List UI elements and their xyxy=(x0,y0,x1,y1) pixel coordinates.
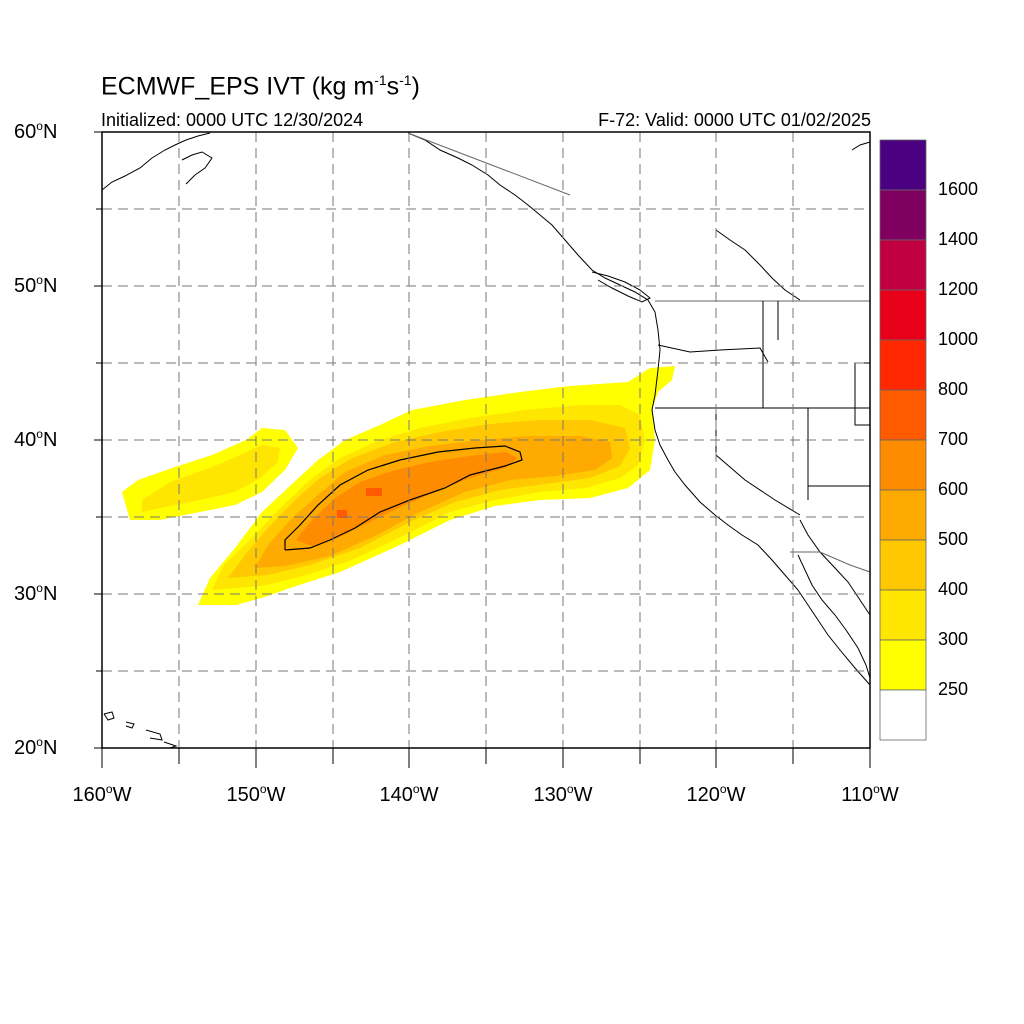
lat-label-50: 50oN xyxy=(14,273,58,297)
valid-time: F-72: Valid: 0000 UTC 01/02/2025 xyxy=(598,110,871,130)
gridlines xyxy=(102,132,870,748)
lat-label-30: 30oN xyxy=(14,581,58,605)
alaska-coast xyxy=(101,132,211,191)
colorbar-label: 700 xyxy=(938,429,969,449)
gulf-california xyxy=(799,519,871,616)
colorbar-label: 250 xyxy=(938,679,969,699)
ivt-contour xyxy=(284,445,523,551)
colorbar-swatch xyxy=(879,539,927,591)
lon-label-150w: 150oW xyxy=(226,782,286,806)
colorbar-label: 600 xyxy=(938,479,969,499)
colorbar xyxy=(879,139,927,741)
colorbar-swatch xyxy=(879,389,927,441)
hawaii-islands-2 xyxy=(125,721,135,729)
inland-outline xyxy=(715,229,801,301)
colorbar-label: 1000 xyxy=(938,329,979,349)
colorbar-swatch xyxy=(879,489,927,541)
title-exp1: -1 xyxy=(374,72,387,88)
arizona-mexico xyxy=(790,551,871,573)
alaska-islands xyxy=(181,151,213,185)
colorbar-swatch xyxy=(879,689,927,741)
chart-title: ECMWF_EPS IVT (kg m-1s-1) xyxy=(101,72,420,101)
colorbar-swatch xyxy=(879,289,927,341)
colorbar-label: 1400 xyxy=(938,229,979,249)
colorbar-label: 300 xyxy=(938,629,969,649)
wyoming-box xyxy=(854,362,871,426)
ivt-500-main xyxy=(255,436,612,568)
initialized-time: Initialized: 0000 UTC 12/30/2024 xyxy=(101,110,364,130)
colorbar-swatch xyxy=(879,589,927,641)
colorbar-swatch xyxy=(879,339,927,391)
hawaii-islands xyxy=(103,711,115,721)
lat-label-20: 20oN xyxy=(14,735,58,759)
lon-label-130w: 130oW xyxy=(533,782,593,806)
colorbar-swatch xyxy=(879,639,927,691)
lon-label-110w: 110oW xyxy=(841,782,899,806)
title-main: ECMWF_EPS IVT (kg m xyxy=(101,72,375,101)
california-nevada xyxy=(715,408,801,516)
title-exp2: -1 xyxy=(399,72,412,88)
colorbar-swatch xyxy=(879,239,927,291)
ivt-300-west xyxy=(142,445,280,512)
lon-label-140w: 140oW xyxy=(379,782,439,806)
washington-oregon xyxy=(657,344,769,363)
coastlines xyxy=(101,132,871,749)
tick-marks xyxy=(94,131,871,768)
border-alaska-bc xyxy=(407,132,571,196)
colorbar-label: 1600 xyxy=(938,179,979,199)
colorbar-label: 500 xyxy=(938,529,969,549)
nw-coast-top xyxy=(851,141,871,151)
ivt-shading xyxy=(122,366,675,605)
vancouver-island xyxy=(591,271,651,303)
colorbar-label: 400 xyxy=(938,579,969,599)
title-end: ) xyxy=(411,72,420,101)
ivt-700-spot-2 xyxy=(337,510,347,518)
ivt-700-spot xyxy=(366,488,382,496)
colorbar-label: 1200 xyxy=(938,279,979,299)
ivt-600-main xyxy=(296,452,518,546)
title-mid: s xyxy=(386,72,400,101)
pnw-coast xyxy=(407,132,871,686)
colorbar-label: 800 xyxy=(938,379,969,399)
colorbar-swatch xyxy=(879,139,927,191)
lat-label-40: 40oN xyxy=(14,427,58,451)
hawaii-islands-3 xyxy=(145,729,163,741)
lon-label-120w: 120oW xyxy=(686,782,746,806)
lon-label-160w: 160oW xyxy=(72,782,132,806)
lat-label-60: 60oN xyxy=(14,119,58,143)
colorbar-swatch xyxy=(879,189,927,241)
colorbar-swatch xyxy=(879,439,927,491)
baja-coast xyxy=(797,554,871,679)
hawaii-islands-4 xyxy=(163,741,178,749)
